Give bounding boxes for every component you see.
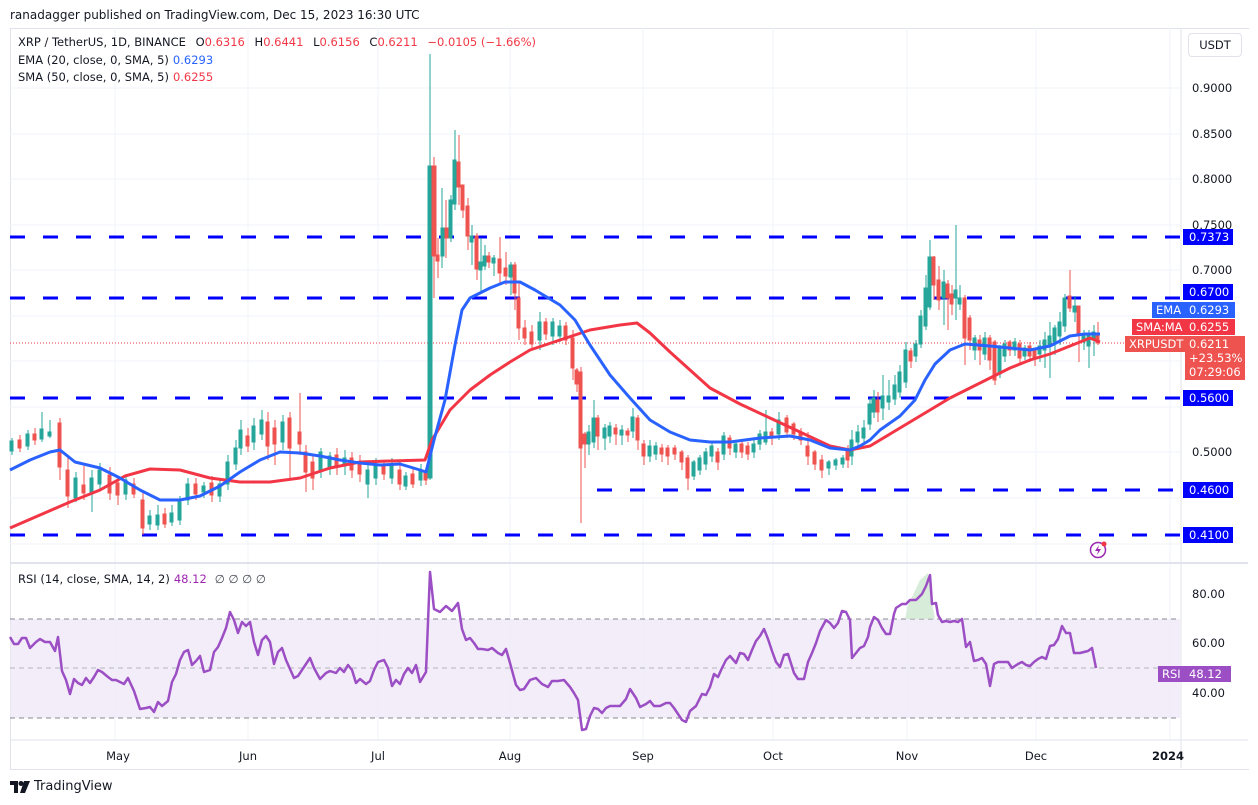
sma-axis-value: 0.6255 — [1185, 319, 1235, 335]
level-label-0.4600: 0.4600 — [1185, 482, 1234, 498]
open-value: 0.6316 — [204, 35, 245, 49]
price-tick: 0.7000 — [1192, 263, 1233, 277]
rsi-tick: 60.00 — [1192, 636, 1225, 650]
rsi-legend[interactable]: RSI (14, close, SMA, 14, 2) 48.12 ∅ ∅ ∅ ∅ — [18, 572, 266, 586]
time-label-nov: Nov — [895, 749, 919, 763]
sma-axis-label: SMA:MA — [1132, 319, 1187, 335]
rsi-extras: ∅ ∅ ∅ ∅ — [214, 572, 266, 586]
ema-label: EMA (20, close, 0, SMA, 5) — [18, 53, 169, 67]
time-label-2024: 2024 — [1151, 749, 1185, 763]
rsi-axis-label: RSI — [1158, 666, 1185, 682]
ema-value: 0.6293 — [172, 53, 214, 67]
level-label-0.4100: 0.4100 — [1185, 527, 1234, 543]
high-value: 0.6441 — [263, 35, 304, 49]
price-tick: 0.8500 — [1192, 127, 1233, 141]
time-label-dec: Dec — [1024, 749, 1048, 763]
rsi-value: 48.12 — [173, 572, 207, 586]
low-value: 0.6156 — [319, 35, 360, 49]
time-label-may: May — [106, 749, 130, 763]
tradingview-logo-icon — [10, 780, 30, 793]
main-legend[interactable]: XRP / TetherUS, 1D, BINANCE O0.6316 H0.6… — [18, 35, 537, 49]
price-tick: 0.9000 — [1192, 81, 1233, 95]
price-change-pct: +23.53% — [1189, 351, 1243, 365]
symbol-title: XRP / TetherUS, 1D, BINANCE — [18, 35, 186, 49]
candles[interactable] — [9, 54, 1100, 535]
rsi-tick: 40.00 — [1192, 686, 1225, 700]
time-label-sep: Sep — [632, 749, 654, 763]
last-price: 0.6211 — [1189, 337, 1230, 351]
lightning-alert-icon[interactable] — [1088, 540, 1108, 560]
price-tick: 0.7500 — [1192, 218, 1233, 232]
tradingview-logo[interactable]: TradingView — [10, 779, 113, 794]
level-label-0.6700: 0.6700 — [1185, 284, 1234, 300]
level-label-0.5600: 0.5600 — [1185, 390, 1234, 406]
time-label-oct: Oct — [763, 749, 783, 763]
bar-countdown: 07:29:06 — [1189, 365, 1241, 379]
sma-50-line[interactable] — [9, 321, 1101, 530]
ema-legend[interactable]: EMA (20, close, 0, SMA, 5) 0.6293 — [18, 53, 213, 67]
publisher-note: ranadagger published on TradingView.com,… — [10, 8, 420, 22]
rsi-axis-value: 48.12 — [1185, 666, 1231, 682]
time-label-aug: Aug — [498, 749, 522, 763]
level-label-0.7373: 0.7373 — [1185, 229, 1234, 245]
close-value: 0.6211 — [377, 35, 418, 49]
sma-value: 0.6255 — [172, 70, 214, 84]
time-label-jun: Jun — [239, 749, 257, 763]
ema-20-line[interactable] — [9, 280, 1100, 502]
brand-name: TradingView — [34, 779, 113, 794]
rsi-label: RSI (14, close, SMA, 14, 2) — [18, 572, 170, 586]
symbol-axis-label: XRPUSDT — [1125, 336, 1188, 352]
change-value: −0.0105 (−1.66%) — [427, 35, 537, 49]
ema-axis-label: EMA — [1152, 302, 1186, 318]
rsi-tick: 80.00 — [1192, 587, 1225, 601]
ema-axis-value: 0.6293 — [1185, 302, 1235, 318]
last-price-tag: 0.6211 +23.53% 07:29:06 — [1185, 336, 1245, 380]
sma-legend[interactable]: SMA (50, close, 0, SMA, 5) 0.6255 — [18, 70, 213, 84]
time-label-jul: Jul — [371, 749, 385, 763]
price-tick: 0.5000 — [1192, 445, 1233, 459]
rsi-band-lines — [10, 618, 1180, 719]
sma-label: SMA (50, close, 0, SMA, 5) — [18, 70, 169, 84]
currency-button[interactable]: USDT — [1188, 33, 1242, 57]
price-tick: 0.8000 — [1192, 172, 1233, 186]
rsi-line[interactable] — [8, 570, 1098, 732]
